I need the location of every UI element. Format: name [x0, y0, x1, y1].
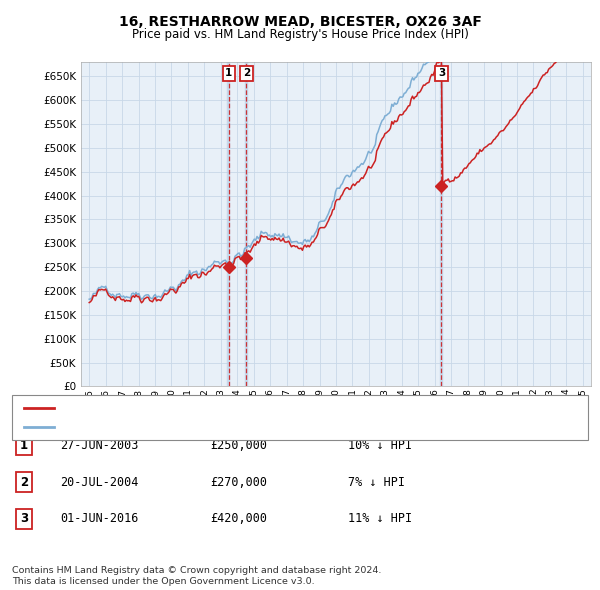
Text: 2: 2	[243, 68, 250, 78]
Text: 16, RESTHARROW MEAD, BICESTER, OX26 3AF (detached house): 16, RESTHARROW MEAD, BICESTER, OX26 3AF …	[60, 403, 397, 412]
Text: Contains HM Land Registry data © Crown copyright and database right 2024.
This d: Contains HM Land Registry data © Crown c…	[12, 566, 382, 586]
Text: 3: 3	[438, 68, 445, 78]
Text: 3: 3	[20, 512, 28, 525]
Text: 27-JUN-2003: 27-JUN-2003	[60, 439, 139, 452]
Text: 1: 1	[225, 68, 233, 78]
Text: Price paid vs. HM Land Registry's House Price Index (HPI): Price paid vs. HM Land Registry's House …	[131, 28, 469, 41]
Text: 10% ↓ HPI: 10% ↓ HPI	[348, 439, 412, 452]
Text: 20-JUL-2004: 20-JUL-2004	[60, 476, 139, 489]
Text: 16, RESTHARROW MEAD, BICESTER, OX26 3AF: 16, RESTHARROW MEAD, BICESTER, OX26 3AF	[119, 15, 481, 29]
Text: 01-JUN-2016: 01-JUN-2016	[60, 512, 139, 525]
Text: 2: 2	[20, 476, 28, 489]
Text: 1: 1	[20, 439, 28, 452]
Text: £250,000: £250,000	[210, 439, 267, 452]
Text: £270,000: £270,000	[210, 476, 267, 489]
Text: HPI: Average price, detached house, Cherwell: HPI: Average price, detached house, Cher…	[60, 422, 299, 432]
Text: 11% ↓ HPI: 11% ↓ HPI	[348, 512, 412, 525]
Text: £420,000: £420,000	[210, 512, 267, 525]
Text: 7% ↓ HPI: 7% ↓ HPI	[348, 476, 405, 489]
